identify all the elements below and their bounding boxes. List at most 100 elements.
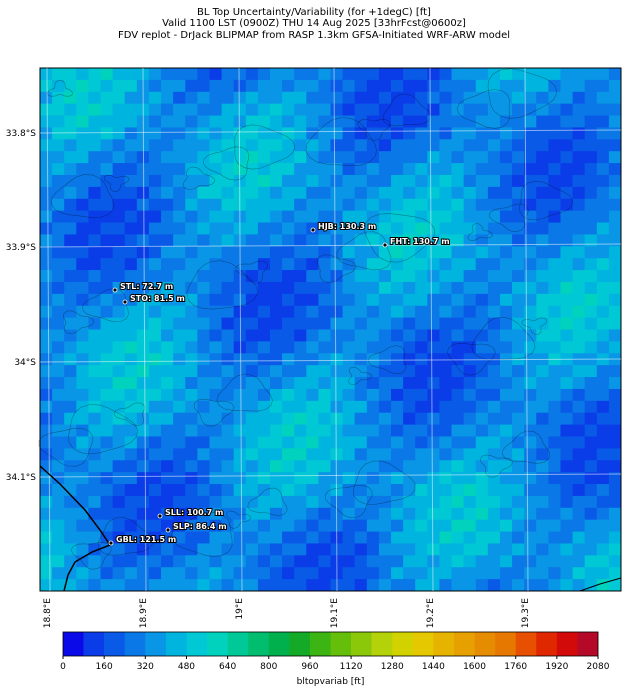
map-cell bbox=[282, 293, 295, 307]
map-cell bbox=[185, 174, 198, 188]
map-cell bbox=[499, 460, 513, 473]
map-cell bbox=[572, 281, 586, 295]
map-cell bbox=[499, 519, 513, 533]
map-cell bbox=[76, 412, 89, 426]
map-cell bbox=[88, 210, 102, 224]
map-cell bbox=[439, 412, 453, 426]
map-cell bbox=[608, 246, 622, 259]
map-cell bbox=[173, 305, 186, 319]
map-cell bbox=[499, 198, 513, 212]
map-cell bbox=[403, 495, 416, 509]
map-cell bbox=[512, 567, 525, 580]
map-cell bbox=[487, 377, 501, 390]
map-cell bbox=[524, 448, 537, 461]
map-cell bbox=[282, 484, 295, 497]
map-cell bbox=[330, 115, 344, 128]
map-cells bbox=[40, 68, 622, 592]
map-cell bbox=[233, 579, 247, 592]
map-cell bbox=[548, 234, 561, 247]
map-cell bbox=[148, 388, 162, 402]
map-cell bbox=[100, 68, 114, 81]
colorbar-segment bbox=[577, 632, 599, 656]
map-cell bbox=[245, 270, 259, 283]
map-cell bbox=[536, 281, 549, 295]
map-cell bbox=[161, 424, 174, 437]
map-cell bbox=[245, 567, 259, 580]
map-cell bbox=[88, 281, 102, 295]
map-cell bbox=[378, 365, 392, 378]
map-cell bbox=[427, 198, 440, 212]
map-cell bbox=[136, 495, 150, 509]
map-cell bbox=[306, 377, 319, 390]
map-cell bbox=[136, 436, 150, 449]
map-cell bbox=[499, 472, 513, 485]
map-cell bbox=[64, 115, 77, 128]
contour bbox=[363, 213, 435, 263]
map-cell bbox=[161, 484, 174, 497]
map-cell bbox=[40, 555, 53, 568]
map-cell bbox=[185, 210, 198, 224]
map-cell bbox=[64, 68, 77, 81]
map-cell bbox=[584, 258, 598, 271]
map-cell bbox=[209, 460, 223, 473]
map-cell bbox=[524, 210, 537, 224]
map-cell bbox=[318, 222, 331, 235]
contour bbox=[519, 180, 574, 221]
map-cell bbox=[88, 436, 102, 449]
map-cell bbox=[257, 472, 271, 485]
map-cell bbox=[354, 341, 368, 354]
map-cell bbox=[403, 555, 416, 568]
map-cell bbox=[185, 281, 198, 295]
map-cell bbox=[76, 68, 89, 81]
contour bbox=[357, 119, 391, 141]
map-cell bbox=[463, 531, 477, 544]
map-cell bbox=[294, 424, 307, 437]
map-cell bbox=[40, 210, 53, 224]
map-cell bbox=[197, 472, 210, 485]
map-cell bbox=[512, 127, 525, 140]
map-cell bbox=[391, 270, 404, 283]
map-cell bbox=[560, 258, 574, 271]
map-cell bbox=[318, 365, 331, 378]
map-cell bbox=[536, 329, 549, 342]
map-cell bbox=[64, 495, 77, 509]
map-cell bbox=[112, 258, 126, 271]
map-cell bbox=[463, 103, 477, 117]
map-cell bbox=[318, 472, 331, 485]
map-cell bbox=[330, 293, 344, 307]
map-cell bbox=[560, 79, 574, 93]
map-cell bbox=[136, 246, 150, 259]
map-cell bbox=[427, 91, 440, 105]
map-cell bbox=[282, 163, 295, 176]
map-cell bbox=[294, 305, 307, 319]
map-cell bbox=[221, 543, 235, 556]
map-cell bbox=[342, 103, 356, 117]
map-cell bbox=[269, 495, 283, 509]
map-cell bbox=[439, 281, 453, 295]
map-cell bbox=[64, 270, 77, 283]
map-cell bbox=[161, 270, 174, 283]
map-cell bbox=[209, 317, 223, 330]
map-cell bbox=[572, 400, 586, 414]
map-cell bbox=[572, 210, 586, 224]
contour bbox=[348, 366, 373, 385]
map-cell bbox=[269, 353, 283, 366]
map-cell bbox=[548, 79, 561, 93]
map-cell bbox=[100, 139, 114, 152]
map-cell bbox=[161, 79, 174, 93]
map-cell bbox=[64, 174, 77, 188]
map-cell bbox=[512, 424, 525, 437]
map-cell bbox=[221, 353, 235, 366]
map-cell bbox=[40, 317, 53, 330]
map-cell bbox=[52, 139, 65, 152]
map-cell bbox=[475, 103, 489, 117]
map-cell bbox=[100, 305, 114, 319]
map-cell bbox=[451, 186, 465, 200]
map-cell bbox=[403, 341, 416, 354]
map-cell bbox=[209, 79, 223, 93]
map-cell bbox=[487, 305, 501, 319]
map-cell bbox=[124, 567, 138, 580]
map-cell bbox=[512, 186, 525, 200]
map-cell bbox=[378, 388, 392, 402]
map-cell bbox=[209, 163, 223, 176]
